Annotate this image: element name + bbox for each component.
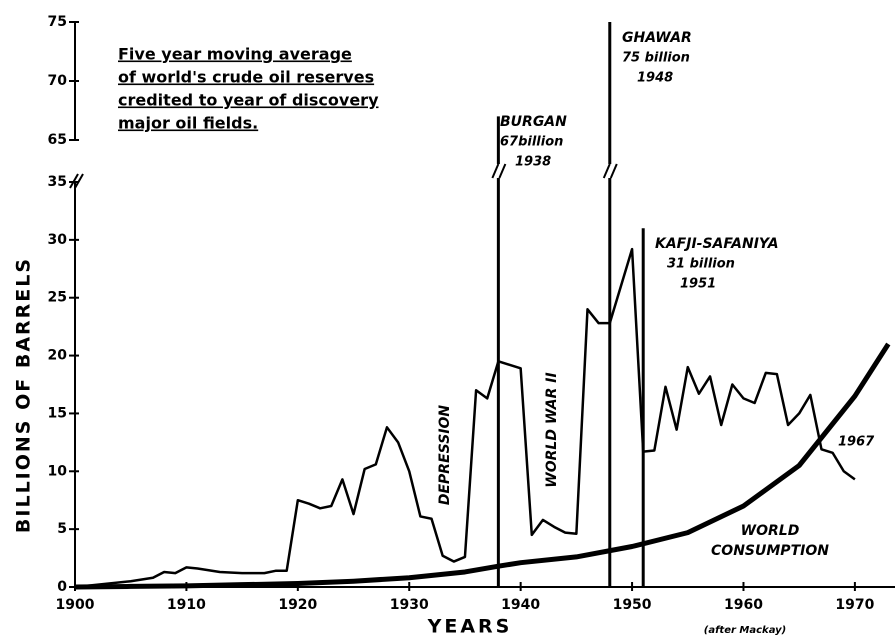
y-tick-label: 15 bbox=[48, 405, 67, 421]
y-tick-label: 0 bbox=[57, 579, 67, 595]
x-tick-label: 1940 bbox=[501, 597, 540, 613]
x-tick-label: 1950 bbox=[613, 597, 652, 613]
annotation: WORLD WAR II bbox=[544, 372, 560, 487]
series-name: CONSUMPTION bbox=[711, 543, 829, 559]
source: (after Mackay) bbox=[704, 625, 786, 636]
series-name: WORLD bbox=[741, 523, 800, 539]
spike-break bbox=[609, 163, 618, 179]
spike-year: 1938 bbox=[515, 155, 551, 170]
spike-value-label: 67billion bbox=[500, 135, 563, 150]
y-tick-label: 70 bbox=[48, 73, 68, 89]
title-line: of world's crude oil reserves bbox=[118, 68, 374, 87]
annotation: DEPRESSION bbox=[437, 405, 453, 506]
spike-name: BURGAN bbox=[500, 114, 567, 130]
title-line: credited to year of discovery bbox=[118, 91, 379, 110]
series-line bbox=[86, 247, 856, 588]
x-tick-label: 1920 bbox=[278, 597, 317, 613]
y-tick-label: 35 bbox=[48, 174, 67, 190]
spike-break bbox=[491, 163, 500, 179]
y-tick-label: 25 bbox=[48, 290, 67, 306]
spike-name: KAFJI-SAFANIYA bbox=[655, 236, 779, 252]
spike-year: 1951 bbox=[680, 277, 716, 292]
spike-break bbox=[498, 163, 507, 179]
x-tick-label: 1970 bbox=[835, 597, 874, 613]
title-line: Five year moving average bbox=[118, 45, 352, 64]
x-tick-label: 1910 bbox=[167, 597, 206, 613]
y-axis-label: BILLIONS OF BARRELS bbox=[13, 257, 35, 533]
x-axis-label: YEARS bbox=[427, 616, 513, 638]
y-tick-label: 10 bbox=[48, 463, 68, 479]
y-tick-label: 5 bbox=[57, 521, 67, 537]
y-tick-label: 30 bbox=[48, 232, 68, 248]
y-tick-label: 20 bbox=[48, 348, 68, 364]
spike-value-label: 75 billion bbox=[622, 51, 690, 66]
y-tick-label: 65 bbox=[48, 132, 67, 148]
spike-year: 1948 bbox=[637, 71, 673, 86]
x-tick-label: 1930 bbox=[390, 597, 429, 613]
title-line: major oil fields. bbox=[118, 114, 258, 133]
annotation: 1967 bbox=[838, 435, 875, 450]
spike-break bbox=[602, 163, 611, 179]
x-tick-label: 1900 bbox=[56, 597, 95, 613]
spike-name: GHAWAR bbox=[622, 30, 692, 46]
y-tick-label: 75 bbox=[48, 14, 67, 30]
spike-value-label: 31 billion bbox=[667, 257, 735, 272]
x-tick-label: 1960 bbox=[724, 597, 763, 613]
